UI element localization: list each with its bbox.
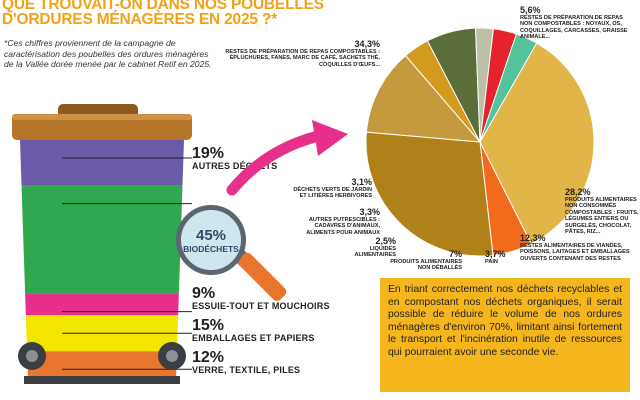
callout-txt-3: RESTES ALIMENTAIRES DE VIANDES, POISSONS… <box>520 243 630 262</box>
info-box: En triant correctement nos déchets recyc… <box>380 278 630 392</box>
pie-slice-3 <box>365 54 482 143</box>
biodechets-label: BIODÉCHETS <box>183 244 239 254</box>
callout-pct-6: 2,5% <box>375 236 396 246</box>
bin-label-autres: 19% AUTRES DÉCHETS <box>192 145 278 172</box>
page-title: QUE TROUVAIT-ON DANS NOS POUBELLES D'ORD… <box>2 0 422 27</box>
bin-segment-4 <box>27 351 177 380</box>
trash-bin <box>12 104 192 384</box>
biodechets-pct: 45% <box>195 227 227 244</box>
callout-txt-2: PRODUITS ALIMENTAIRES NON CONSOMMÉS COMP… <box>565 197 639 236</box>
callout-slice-7: 3,3% AUTRES PUTRESCIBLES : CADAVRES D'AN… <box>296 208 380 236</box>
bin-segment-1 <box>21 185 183 294</box>
bin-txt-emballages: EMBALLAGES ET PAPIERS <box>192 333 315 343</box>
callout-pct-8: 3,1% <box>351 177 372 187</box>
pie-slice-2 <box>365 131 494 257</box>
callout-slice-6: 2,5% LIQUIDES ALIMENTAIRES <box>332 237 396 259</box>
callout-pct-2: 28,2% <box>565 187 591 197</box>
callout-slice-2: 28,2% PRODUITS ALIMENTAIRES NON CONSOMMÉ… <box>565 187 640 236</box>
bin-txt-essuie: ESSUIE-TOUT ET MOUCHOIRS <box>192 301 330 311</box>
callout-pct-4: 3,7% <box>485 249 506 259</box>
callout-txt-1: RESTES DE PRÉPARATION DE REPAS NON COMPO… <box>520 15 628 41</box>
callout-pct-1: 5,6% <box>520 5 541 15</box>
pie-slice-0 <box>479 42 595 245</box>
bin-pct-essuie: 9% <box>192 285 216 302</box>
callout-txt-4: PAIN <box>485 259 498 265</box>
callout-txt-5: PRODUITS ALIMENTAIRES NON DÉBALLÉS <box>390 259 462 272</box>
magnifier-lens: 45% BIODÉCHETS <box>176 205 246 275</box>
bin-txt-verre: VERRE, TEXTILE, PILES <box>192 365 301 375</box>
callout-txt-0: RESTES DE PRÉPARATION DE REPAS COMPOSTAB… <box>225 49 380 68</box>
bin-pct-autres: 19% <box>192 145 225 162</box>
bin-txt-autres: AUTRES DÉCHETS <box>192 161 278 171</box>
callout-pct-0: 34,3% <box>354 39 380 49</box>
title-line-2: D'ORDURES MÉNAGÈRES EN 2025 ?* <box>2 11 278 28</box>
callout-txt-7: AUTRES PUTRESCIBLES : CADAVRES D'ANIMAUX… <box>306 217 380 236</box>
title-line-1: QUE TROUVAIT-ON DANS NOS POUBELLES <box>2 0 324 13</box>
bin-lid <box>12 114 192 140</box>
callout-slice-4: 3,7% PAIN <box>485 249 515 266</box>
callout-txt-8: DÉCHETS VERTS DE JARDIN ET LITIÈRES HERB… <box>293 187 372 200</box>
bin-base <box>24 376 180 384</box>
bin-segment-2 <box>25 293 179 316</box>
bin-segment-0 <box>20 140 184 186</box>
callout-txt-6: LIQUIDES ALIMENTAIRES <box>354 246 396 259</box>
callout-slice-5: 7% PRODUITS ALIMENTAIRES NON DÉBALLÉS <box>382 250 462 272</box>
bin-pct-verre: 12% <box>192 349 225 366</box>
callout-pct-5: 7% <box>448 249 462 259</box>
callout-pct-3: 12,3% <box>520 233 546 243</box>
bin-body <box>20 140 192 384</box>
callout-pct-7: 3,3% <box>359 207 380 217</box>
bin-pct-emballages: 15% <box>192 317 225 334</box>
callout-slice-3: 12,3% RESTES ALIMENTAIRES DE VIANDES, PO… <box>520 234 630 262</box>
pie-slice-8 <box>479 33 538 143</box>
source-note: *Ces chiffres proviennent de la campagne… <box>4 38 212 70</box>
arrow-head <box>312 120 348 156</box>
callout-slice-1: 5,6% RESTES DE PRÉPARATION DE REPAS NON … <box>520 6 632 41</box>
bin-label-verre: 12% VERRE, TEXTILE, PILES <box>192 349 301 376</box>
callout-slice-0: 34,3% RESTES DE PRÉPARATION DE REPAS COM… <box>222 40 380 68</box>
bin-label-emballages: 15% EMBALLAGES ET PAPIERS <box>192 317 315 344</box>
bin-label-essuie: 9% ESSUIE-TOUT ET MOUCHOIRS <box>192 285 330 312</box>
callout-slice-8: 3,1% DÉCHETS VERTS DE JARDIN ET LITIÈRES… <box>288 178 372 200</box>
